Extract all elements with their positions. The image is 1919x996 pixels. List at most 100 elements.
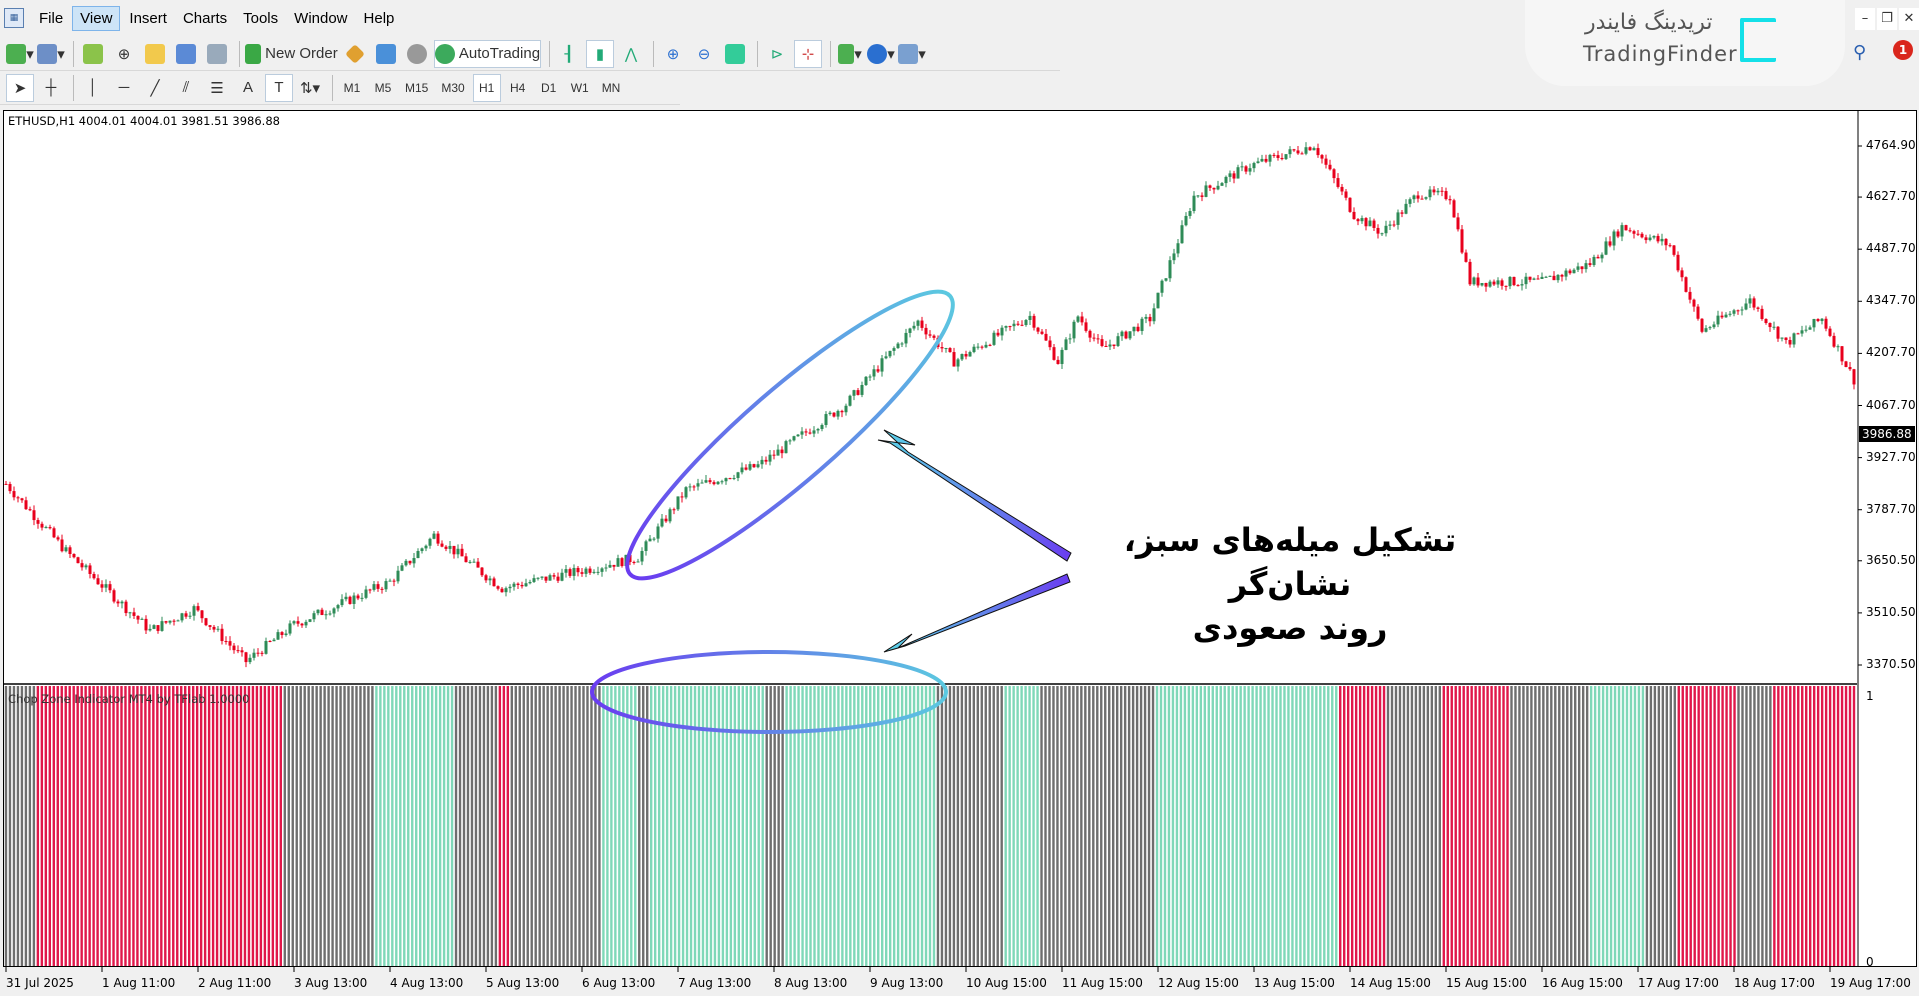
strategy-tester-button[interactable] bbox=[203, 40, 231, 68]
candle-body bbox=[72, 553, 76, 558]
candle-body bbox=[780, 449, 784, 454]
timeframe-d1[interactable]: D1 bbox=[541, 80, 557, 95]
candle-body bbox=[564, 569, 568, 573]
menu-insert[interactable]: Insert bbox=[129, 9, 167, 27]
price-tick-label: 3510.50 bbox=[1866, 604, 1916, 619]
fibonacci-tool[interactable]: ☰ bbox=[203, 74, 231, 102]
new-chart-button[interactable]: ▾ bbox=[6, 40, 34, 68]
candle-body bbox=[592, 571, 596, 573]
candle-body bbox=[852, 390, 856, 396]
candle-body bbox=[1520, 284, 1524, 286]
candle-body bbox=[1552, 275, 1556, 281]
autotrading-button[interactable]: AutoTrading bbox=[433, 39, 542, 68]
divider bbox=[757, 40, 759, 67]
candle-body bbox=[572, 567, 576, 576]
menu-view[interactable]: View bbox=[72, 5, 121, 31]
menu-window[interactable]: Window bbox=[294, 9, 348, 27]
line-chart-button[interactable]: ⋀ bbox=[617, 40, 645, 68]
menu-file[interactable]: File bbox=[39, 9, 64, 27]
zoom-in-button[interactable]: ⊕ bbox=[659, 40, 687, 68]
candle-body bbox=[1088, 330, 1092, 338]
candle-body bbox=[1056, 359, 1060, 364]
candle-body bbox=[996, 332, 1000, 336]
terminal-button[interactable] bbox=[172, 40, 200, 68]
candle-body bbox=[680, 496, 684, 498]
candle-body bbox=[1316, 148, 1320, 156]
timeframe-h1[interactable]: H1 bbox=[472, 73, 501, 102]
menu-help[interactable]: Help bbox=[363, 9, 395, 27]
timeframe-h4[interactable]: H4 bbox=[510, 80, 526, 95]
candle-body bbox=[1368, 220, 1372, 227]
candle-body bbox=[1244, 166, 1248, 172]
indicators-button[interactable]: ▾ bbox=[836, 40, 864, 68]
navigator-button[interactable] bbox=[141, 40, 169, 68]
close-button[interactable]: ✕ bbox=[1899, 8, 1919, 30]
timeframe-mn[interactable]: MN bbox=[601, 80, 621, 95]
candle-body bbox=[1716, 315, 1720, 325]
profiles-button[interactable]: ▾ bbox=[37, 40, 65, 68]
candle-body bbox=[1356, 219, 1360, 222]
search-icon[interactable]: ⚲ bbox=[1853, 42, 1867, 63]
bar-chart-button[interactable]: ┨ bbox=[555, 40, 583, 68]
candle-body bbox=[504, 588, 508, 593]
candle-body bbox=[644, 541, 648, 551]
timeframe-m5[interactable]: M5 bbox=[374, 80, 392, 95]
crosshair-tool[interactable]: ┼ bbox=[37, 74, 65, 102]
candle-body bbox=[868, 376, 872, 378]
tile-windows-button[interactable] bbox=[721, 40, 749, 68]
trendline-tool[interactable]: ╱ bbox=[141, 74, 169, 102]
timeframe-w1[interactable]: W1 bbox=[570, 80, 589, 95]
chart-shift-button[interactable]: ⊳ bbox=[763, 40, 791, 68]
candle-body bbox=[184, 613, 188, 617]
vertical-line-tool[interactable]: │ bbox=[79, 74, 107, 102]
data-window-button[interactable]: ⊕ bbox=[110, 40, 138, 68]
candle-body bbox=[364, 589, 368, 598]
menu-tools[interactable]: Tools bbox=[243, 9, 279, 27]
candle-body bbox=[1508, 276, 1512, 287]
minimize-button[interactable]: – bbox=[1855, 8, 1875, 30]
timeframe-m1[interactable]: M1 bbox=[343, 80, 361, 95]
candle-body bbox=[92, 573, 96, 579]
candle-body bbox=[1740, 309, 1744, 311]
candle-body bbox=[688, 486, 692, 488]
time-tick-label: 9 Aug 13:00 bbox=[870, 976, 944, 990]
time-tick-label: 10 Aug 15:00 bbox=[966, 976, 1047, 990]
candle-body bbox=[1836, 346, 1840, 348]
candle-body bbox=[596, 571, 600, 573]
timeframe-m30[interactable]: M30 bbox=[441, 80, 465, 95]
signals-button[interactable] bbox=[403, 40, 431, 68]
periods-button[interactable]: ▾ bbox=[867, 40, 895, 68]
highlight-ellipse-indicator bbox=[590, 650, 948, 734]
autoscroll-button[interactable]: ⊹ bbox=[794, 39, 823, 68]
candle-body bbox=[600, 568, 604, 572]
candlestick-button[interactable]: ▮ bbox=[586, 39, 615, 68]
candle-body bbox=[1068, 338, 1072, 340]
candle-body bbox=[732, 477, 736, 479]
candle-body bbox=[164, 621, 168, 623]
candle-body bbox=[192, 606, 196, 616]
menu-charts[interactable]: Charts bbox=[182, 9, 228, 27]
text-tool[interactable]: A bbox=[234, 74, 262, 102]
templates-button[interactable]: ▾ bbox=[898, 40, 926, 68]
vps-button[interactable] bbox=[372, 40, 400, 68]
restore-button[interactable]: ❐ bbox=[1877, 8, 1897, 30]
horizontal-line-tool[interactable]: ─ bbox=[110, 74, 138, 102]
candle-body bbox=[336, 605, 340, 609]
price-tick-label: 3787.70 bbox=[1866, 501, 1916, 516]
market-watch-button[interactable] bbox=[79, 40, 107, 68]
candle-body bbox=[1360, 218, 1364, 222]
candle-body bbox=[1092, 337, 1096, 339]
candle-body bbox=[1268, 154, 1272, 162]
candle-body bbox=[1436, 190, 1440, 193]
candle-body bbox=[1800, 330, 1804, 334]
equidistant-channel-tool[interactable]: ⫽ bbox=[172, 74, 200, 102]
arrows-tool[interactable]: ⇅▾ bbox=[296, 74, 324, 102]
zoom-out-button[interactable]: ⊖ bbox=[690, 40, 718, 68]
text-label-tool[interactable]: T bbox=[265, 73, 293, 102]
cursor-tool[interactable]: ➤ bbox=[6, 73, 34, 102]
candle-body bbox=[1568, 270, 1572, 274]
new-order-button[interactable]: New Order bbox=[245, 40, 338, 68]
notification-badge[interactable]: 1 bbox=[1893, 40, 1913, 60]
timeframe-m15[interactable]: M15 bbox=[405, 80, 429, 95]
time-tick-label: 7 Aug 13:00 bbox=[678, 976, 752, 990]
